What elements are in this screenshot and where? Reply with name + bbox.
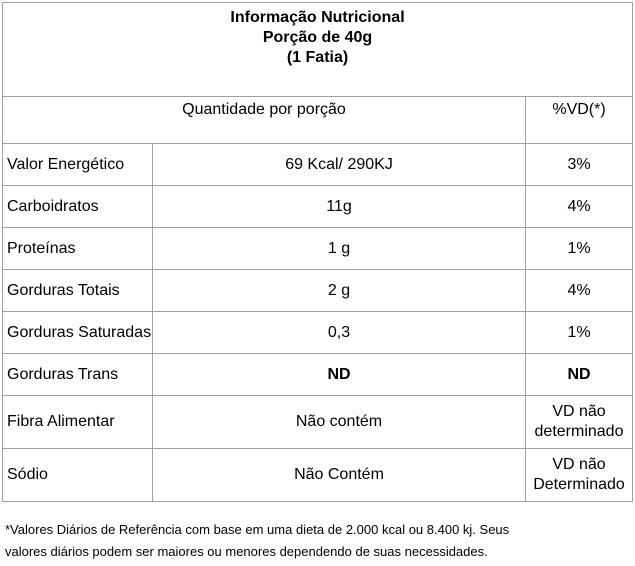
table-row: Gorduras Totais 2 g 4%	[2, 269, 634, 312]
vd-line-1: VD não	[552, 403, 606, 420]
nutrient-name: Sódio	[2, 448, 153, 502]
nutrient-quantity: 0,3	[152, 311, 526, 354]
nutrient-quantity: 1 g	[152, 227, 526, 270]
footnote-line-1: *Valores Diários de Referência com base …	[5, 522, 510, 537]
nutrient-quantity: ND	[152, 353, 526, 396]
header-row: Quantidade por porção %VD(*)	[2, 96, 634, 144]
nutrient-quantity: 69 Kcal/ 290KJ	[152, 143, 526, 186]
table-row: Sódio Não Contém VD não Determinado	[2, 448, 634, 502]
vd-line-1: VD não	[552, 456, 606, 473]
nutrient-vd: 1%	[524, 227, 634, 270]
nutrient-vd: 3%	[524, 143, 634, 186]
nutrient-vd: VD não determinado	[524, 395, 634, 449]
nutrient-vd: 4%	[524, 269, 634, 312]
nutrient-name: Carboidratos	[2, 185, 153, 228]
nutrient-vd: VD não Determinado	[524, 448, 634, 502]
nutrient-name: Valor Energético	[2, 143, 153, 186]
table-row: Fibra Alimentar Não contém VD não determ…	[2, 395, 634, 449]
nutrient-vd: ND	[524, 353, 634, 396]
title-line-1: Informação Nutricional	[230, 9, 405, 26]
table-row: Gorduras Trans ND ND	[2, 353, 634, 396]
nutrient-name: Gorduras Totais	[2, 269, 153, 312]
vd-line-2: determinado	[534, 423, 624, 440]
nutrient-name: Proteínas	[2, 227, 153, 270]
nutrient-name: Gorduras Trans	[2, 353, 153, 396]
header-quantity: Quantidade por porção	[2, 96, 526, 144]
footnote-line-2: valores diários podem ser maiores ou men…	[5, 544, 488, 559]
nutrient-name: Fibra Alimentar	[2, 395, 153, 449]
title-line-2: Porção de 40g	[262, 29, 373, 46]
title-row: Informação Nutricional Porção de 40g (1 …	[1, 2, 634, 97]
title-line-3: (1 Fatia)	[286, 49, 349, 66]
table-title: Informação Nutricional Porção de 40g (1 …	[1, 2, 634, 97]
nutrient-vd: 4%	[524, 185, 634, 228]
nutrient-vd: 1%	[524, 311, 634, 354]
nutrient-name: Gorduras Saturadas	[2, 311, 153, 354]
table-row: Proteínas 1 g 1%	[2, 227, 634, 270]
table-row: Carboidratos 11g 4%	[2, 185, 634, 228]
table-row: Gorduras Saturadas 0,3 1%	[2, 311, 634, 354]
nutrition-table: Informação Nutricional Porção de 40g (1 …	[1, 2, 634, 502]
nutrient-quantity: 11g	[152, 185, 526, 228]
nutrient-quantity: Não contém	[152, 395, 526, 449]
vd-line-2: Determinado	[533, 476, 625, 493]
header-vd: %VD(*)	[524, 96, 634, 144]
table-row: Valor Energético 69 Kcal/ 290KJ 3%	[2, 143, 634, 186]
nutrient-quantity: 2 g	[152, 269, 526, 312]
nutrient-quantity: Não Contém	[152, 448, 526, 502]
footnote: *Valores Diários de Referência com base …	[5, 519, 630, 563]
